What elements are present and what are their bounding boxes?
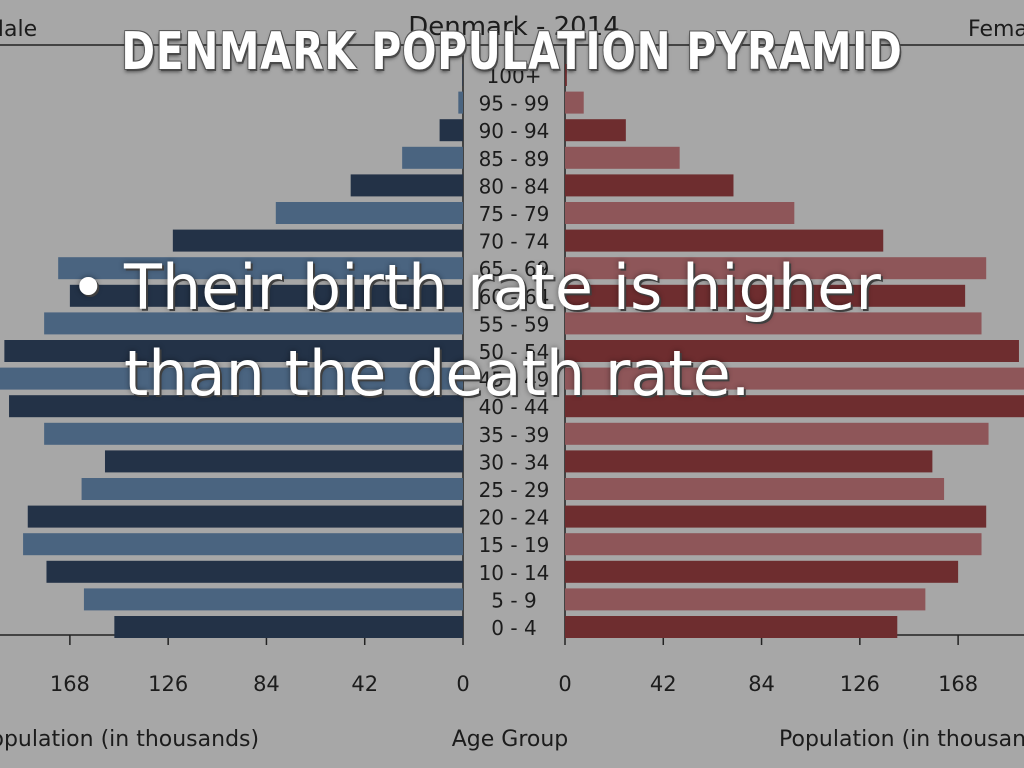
x-axis-label-center: Age Group bbox=[452, 727, 569, 752]
female-bar bbox=[565, 367, 1024, 390]
male-bar bbox=[275, 202, 463, 224]
slide-title: DENMARK POPULATION PYRAMID bbox=[121, 22, 903, 82]
male-bar bbox=[83, 588, 464, 611]
age-group-label: 65 - 69 bbox=[479, 257, 550, 281]
age-group-label: 35 - 39 bbox=[479, 423, 550, 447]
male-bar bbox=[23, 533, 464, 556]
male-bar bbox=[402, 146, 463, 169]
female-bar bbox=[565, 312, 982, 335]
age-group-label: 85 - 89 bbox=[479, 147, 550, 171]
male-bar bbox=[46, 560, 463, 583]
male-bar bbox=[69, 284, 463, 307]
female-bar bbox=[565, 340, 1019, 362]
male-bar bbox=[0, 367, 464, 390]
age-group-label: 80 - 84 bbox=[479, 174, 550, 198]
female-bar bbox=[565, 478, 945, 500]
male-bar bbox=[350, 174, 463, 197]
male-bar bbox=[4, 340, 464, 362]
x-axis-label-left: Population (in thousands) bbox=[0, 727, 259, 752]
male-bar bbox=[104, 450, 463, 473]
male-bar bbox=[172, 229, 463, 252]
female-bar bbox=[565, 229, 884, 252]
bullet-marker: • bbox=[70, 251, 107, 324]
age-group-label: 40 - 44 bbox=[479, 395, 550, 419]
female-x-tick-label: 84 bbox=[748, 672, 775, 696]
male-bar bbox=[439, 119, 463, 142]
female-bar bbox=[565, 588, 926, 611]
age-group-label: 25 - 29 bbox=[479, 478, 550, 502]
chart-bars bbox=[0, 64, 1024, 638]
age-group-label: 70 - 74 bbox=[479, 230, 550, 254]
age-group-label: 20 - 24 bbox=[479, 506, 550, 530]
female-x-tick-label: 0 bbox=[558, 672, 571, 696]
female-bar bbox=[565, 395, 1024, 418]
male-bar bbox=[27, 505, 463, 528]
female-bar bbox=[565, 422, 989, 445]
male-x-tick-label: 168 bbox=[50, 672, 90, 696]
male-x-tick-label: 0 bbox=[456, 672, 469, 696]
female-bar bbox=[565, 174, 734, 197]
female-bar bbox=[565, 616, 898, 638]
age-group-label: 75 - 79 bbox=[479, 202, 550, 226]
age-group-label: 15 - 19 bbox=[479, 533, 550, 557]
age-group-label: 90 - 94 bbox=[479, 119, 550, 143]
female-bar bbox=[565, 146, 680, 169]
x-axis-label-right: Population (in thousands) bbox=[779, 727, 1024, 752]
age-group-label: 100+ bbox=[487, 64, 542, 88]
male-bar bbox=[44, 422, 463, 445]
female-bar bbox=[565, 64, 567, 86]
age-group-label: 45 - 49 bbox=[479, 368, 550, 392]
female-bar bbox=[565, 91, 584, 114]
male-bar bbox=[462, 64, 463, 86]
age-group-label: 5 - 9 bbox=[491, 588, 536, 612]
female-bar bbox=[565, 505, 987, 528]
female-x-tick-label: 42 bbox=[650, 672, 677, 696]
age-group-label: 60 - 64 bbox=[479, 285, 550, 309]
bullet-text: Their birth rate is higher than the deat… bbox=[124, 251, 881, 410]
chart-labels: 00424284841261261681682102100 - 45 - 910… bbox=[50, 64, 978, 696]
female-bar bbox=[565, 119, 626, 142]
female-bar bbox=[565, 284, 966, 307]
age-group-label: 10 - 14 bbox=[479, 561, 550, 585]
female-bar bbox=[565, 257, 987, 280]
male-bar bbox=[114, 616, 463, 638]
age-group-label: 50 - 54 bbox=[479, 340, 550, 364]
chart-title: Denmark - 2014 bbox=[408, 12, 620, 42]
male-header: Male bbox=[0, 17, 37, 42]
female-x-tick-label: 126 bbox=[840, 672, 880, 696]
male-x-tick-label: 126 bbox=[148, 672, 188, 696]
age-group-label: 30 - 34 bbox=[479, 450, 550, 474]
female-bar bbox=[565, 202, 795, 224]
male-bar bbox=[9, 395, 463, 418]
female-bar bbox=[565, 560, 959, 583]
male-bar bbox=[458, 91, 463, 114]
female-x-tick-label: 168 bbox=[938, 672, 978, 696]
male-bar bbox=[44, 312, 463, 335]
male-bar bbox=[58, 257, 464, 280]
age-group-label: 0 - 4 bbox=[491, 616, 536, 640]
female-header: Female bbox=[968, 17, 1024, 42]
male-x-tick-label: 84 bbox=[253, 672, 280, 696]
male-x-tick-label: 42 bbox=[351, 672, 378, 696]
female-bar bbox=[565, 450, 933, 473]
female-bar bbox=[565, 533, 982, 556]
age-group-label: 55 - 59 bbox=[479, 312, 550, 336]
age-group-label: 95 - 99 bbox=[479, 92, 550, 116]
male-bar bbox=[81, 478, 463, 500]
